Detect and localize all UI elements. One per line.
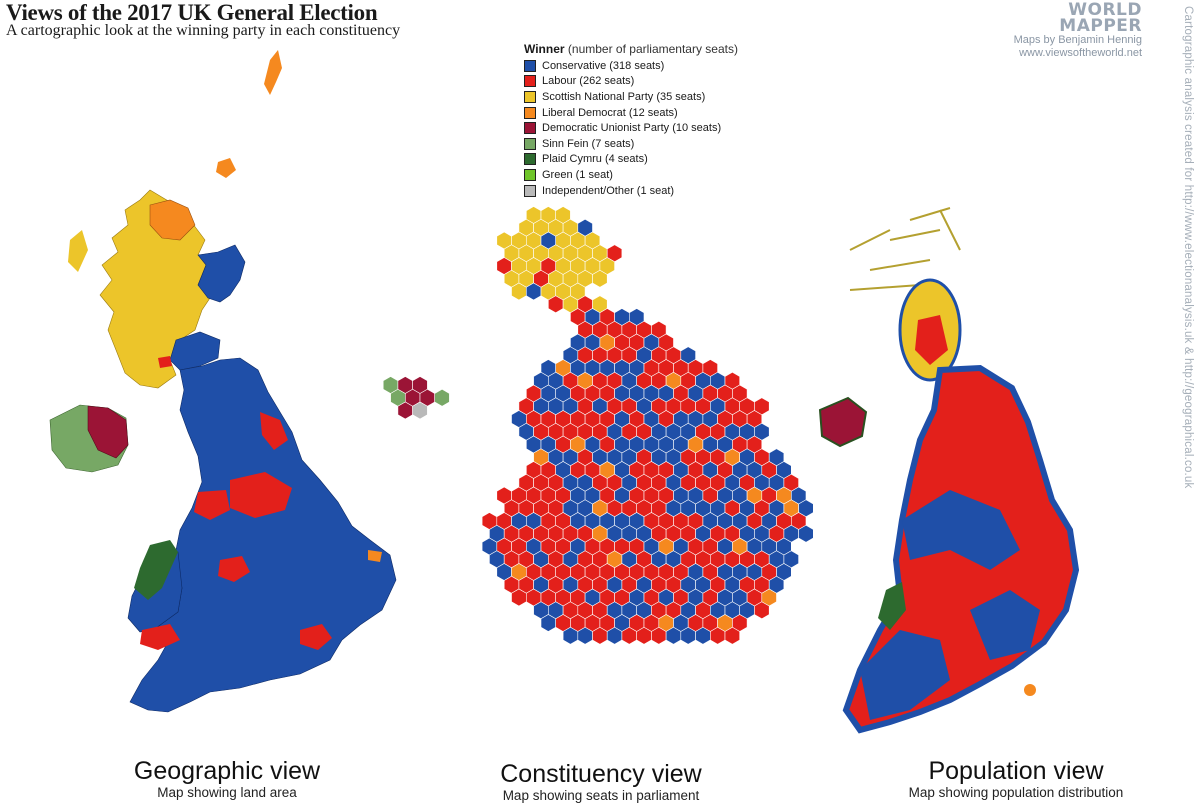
- constituency-hex-map: [382, 206, 814, 645]
- legend-label: Labour (262 seats): [542, 75, 635, 88]
- legend-item: Independent/Other (1 seat): [524, 183, 738, 199]
- worldmapper-brand: WORLD MAPPER Maps by Benjamin Hennig www…: [1002, 2, 1142, 60]
- geographic-view-desc: Map showing land area: [157, 785, 297, 800]
- labour-london: [300, 624, 332, 650]
- legend-swatch: [524, 106, 536, 119]
- england-region: [129, 357, 397, 713]
- labour-yorkshire: [230, 472, 292, 518]
- legend-item: Scottish National Party (35 seats): [524, 89, 738, 105]
- population-view-title: Population view: [928, 757, 1104, 785]
- page-subtitle: A cartographic look at the winning party…: [6, 22, 401, 39]
- legend-label: Scottish National Party (35 seats): [542, 90, 706, 103]
- labour-north-east: [260, 412, 288, 450]
- legend-swatch: [524, 137, 536, 150]
- legend-label: Plaid Cymru (4 seats): [542, 153, 648, 166]
- geographic-map: [49, 50, 397, 713]
- geographic-view-label: Geographic view Map showing land area: [77, 757, 377, 801]
- logo-line-2: MAPPER: [1059, 16, 1142, 36]
- geographic-view-title: Geographic view: [133, 757, 321, 785]
- pop-northern-ireland: [818, 396, 868, 448]
- pop-conservative-band-2: [860, 630, 950, 720]
- legend: Winner (number of parliamentary seats) C…: [524, 42, 738, 198]
- legend-label: Green (1 seat): [542, 168, 613, 181]
- legend-heading: Winner: [524, 42, 565, 56]
- labour-south-wales: [140, 624, 180, 650]
- constituency-view-desc: Map showing seats in parliament: [502, 788, 700, 803]
- legend-item: Sinn Fein (7 seats): [524, 136, 738, 152]
- ni-constituency-hex: [412, 401, 428, 420]
- legend-label: Conservative (318 seats): [542, 59, 665, 72]
- pop-scotland-labour: [915, 315, 948, 365]
- plaid-cymru-region: [134, 540, 178, 600]
- pop-libdem-spot: [1024, 684, 1036, 696]
- pop-conservative-band-3: [970, 590, 1040, 660]
- ni-dup-region: [87, 405, 129, 459]
- labour-manchester: [194, 490, 230, 520]
- population-view-label: Population view Map showing population d…: [866, 757, 1166, 801]
- pop-scotland-streaks: [849, 207, 961, 291]
- analysis-credit: Cartographic analysis created for http:/…: [1182, 6, 1194, 489]
- constituency-view-title: Constituency view: [500, 760, 702, 788]
- website-credit: www.viewsoftheworld.net: [1019, 47, 1142, 59]
- constituency-view-label: Constituency view Map showing seats in p…: [451, 760, 751, 804]
- pop-wales: [878, 582, 906, 630]
- legend-note: (number of parliamentary seats): [567, 42, 738, 56]
- legend-swatch: [524, 75, 536, 88]
- pop-conservative-band-1: [902, 490, 1020, 570]
- legend-item: Green (1 seat): [524, 167, 738, 183]
- page-title: Views of the 2017 UK General Election: [6, 0, 378, 25]
- orkney-islands: [216, 158, 236, 178]
- western-isles: [68, 230, 88, 272]
- aberdeenshire-region: [197, 244, 246, 303]
- constituency-hex: [754, 601, 770, 620]
- legend-label: Sinn Fein (7 seats): [542, 137, 635, 150]
- legend-items: Conservative (318 seats) Labour (262 seat…: [524, 58, 738, 198]
- libdem-norfolk: [368, 550, 382, 562]
- author-credit: Maps by Benjamin Hennig: [1013, 34, 1142, 46]
- legend-swatch: [524, 90, 536, 103]
- constituency-hex: [724, 626, 741, 645]
- highlands-region: [149, 199, 196, 241]
- legend-title: Winner (number of parliamentary seats): [524, 42, 738, 56]
- legend-item: Democratic Unionist Party (10 seats): [524, 120, 738, 136]
- constituency-hex: [592, 269, 608, 288]
- labour-midlands: [218, 556, 250, 582]
- legend-swatch: [524, 153, 536, 166]
- legend-item: Labour (262 seats): [524, 74, 738, 90]
- legend-swatch: [524, 59, 536, 72]
- legend-swatch: [524, 184, 536, 197]
- legend-label: Independent/Other (1 seat): [542, 184, 675, 197]
- legend-swatch: [524, 168, 536, 181]
- population-view-desc: Map showing population distribution: [908, 785, 1124, 800]
- population-map: [818, 207, 1080, 734]
- legend-item: Conservative (318 seats): [524, 58, 738, 74]
- legend-label: Liberal Democrat (12 seats): [542, 106, 678, 119]
- logo-line-1: WORLD: [1068, 0, 1142, 20]
- worldmapper-logo: WORLD MAPPER: [1002, 0, 1142, 36]
- legend-item: Plaid Cymru (4 seats): [524, 152, 738, 168]
- shetland-islands: [264, 50, 282, 95]
- ni-constituency-hex: [434, 388, 450, 407]
- borders-region: [169, 331, 221, 371]
- constituency-hex: [798, 524, 814, 543]
- labour-glasgow: [158, 356, 172, 368]
- legend-swatch: [524, 122, 536, 135]
- legend-label: Democratic Unionist Party (10 seats): [542, 122, 722, 135]
- legend-item: Liberal Democrat (12 seats): [524, 105, 738, 121]
